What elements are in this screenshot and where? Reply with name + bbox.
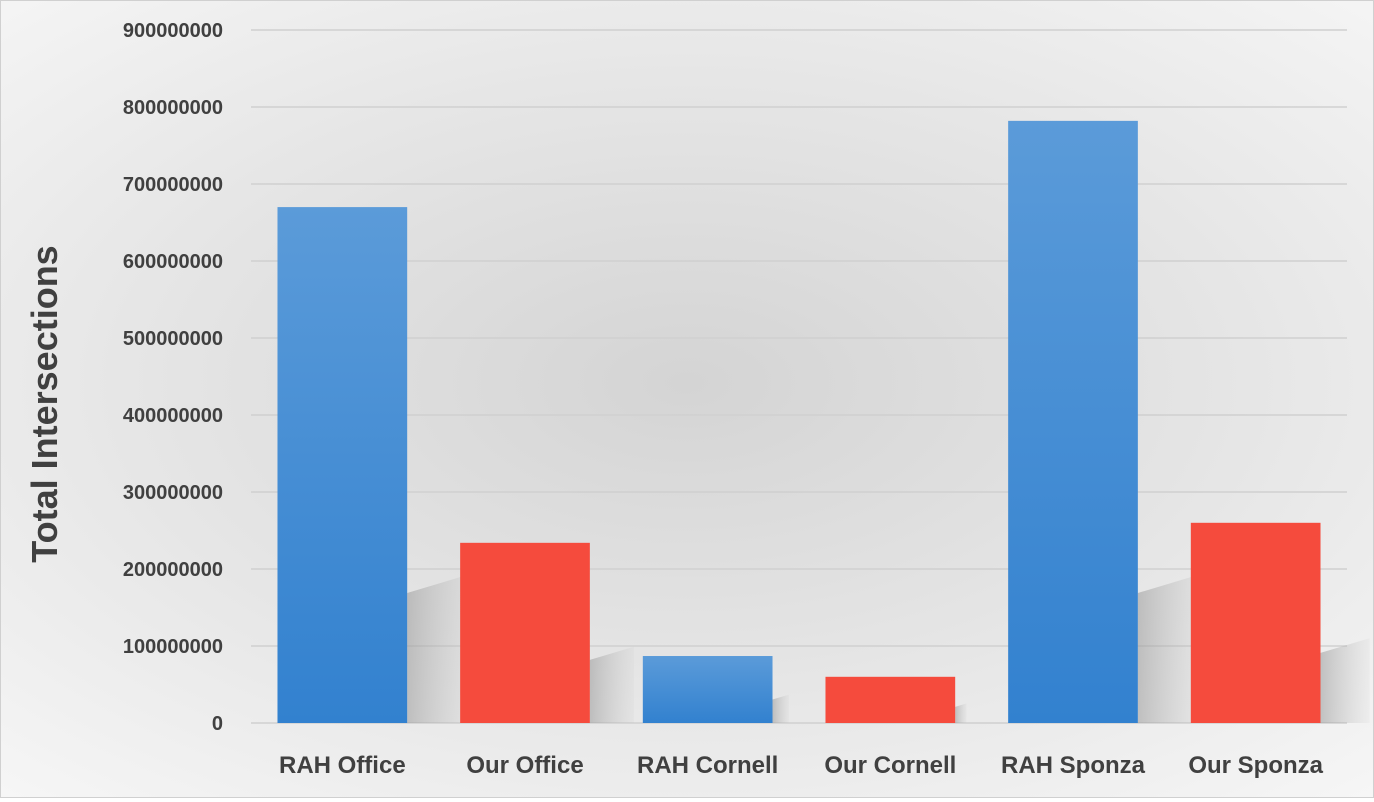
bar-shadow	[1320, 638, 1370, 723]
bar-our-office	[460, 542, 590, 723]
y-axis-tick-labels: 0 100000000 200000000 300000000 400000000 500…	[123, 20, 223, 735]
y-tick-label: 100000000	[123, 636, 223, 658]
bar-shadow	[772, 694, 789, 723]
bar-shadow	[589, 646, 634, 723]
bar-our-sponza	[1190, 522, 1321, 723]
x-category-label: RAH Cornell	[637, 752, 778, 779]
bar-rah-sponza	[1008, 120, 1138, 724]
bar-shadow	[1137, 572, 1208, 723]
x-axis-category-labels: RAH Office Our Office RAH Cornell Our Corne…	[279, 752, 1324, 779]
bars	[277, 120, 1321, 724]
y-tick-label: 500000000	[123, 328, 223, 350]
y-tick-label: 700000000	[123, 174, 223, 196]
bar-shadow	[407, 572, 478, 723]
x-category-label: Our Cornell	[824, 752, 956, 779]
x-category-label: Our Office	[466, 752, 583, 779]
x-category-label: RAH Sponza	[1001, 752, 1146, 779]
bar-rah-office	[277, 207, 408, 724]
bar-rah-cornell	[642, 656, 773, 723]
y-tick-label: 900000000	[123, 20, 223, 42]
y-tick-label: 0	[212, 713, 223, 735]
y-tick-label: 400000000	[123, 405, 223, 427]
bar-our-cornell	[825, 676, 956, 723]
x-category-label: Our Sponza	[1188, 752, 1323, 779]
y-axis-title: Total Intersections	[24, 245, 65, 562]
y-tick-label: 600000000	[123, 251, 223, 273]
bar-shadow	[955, 703, 967, 723]
y-tick-label: 800000000	[123, 97, 223, 119]
y-tick-label: 200000000	[123, 559, 223, 581]
x-category-label: RAH Office	[279, 752, 406, 779]
y-tick-label: 300000000	[123, 482, 223, 504]
bar-shadows	[407, 572, 1370, 723]
